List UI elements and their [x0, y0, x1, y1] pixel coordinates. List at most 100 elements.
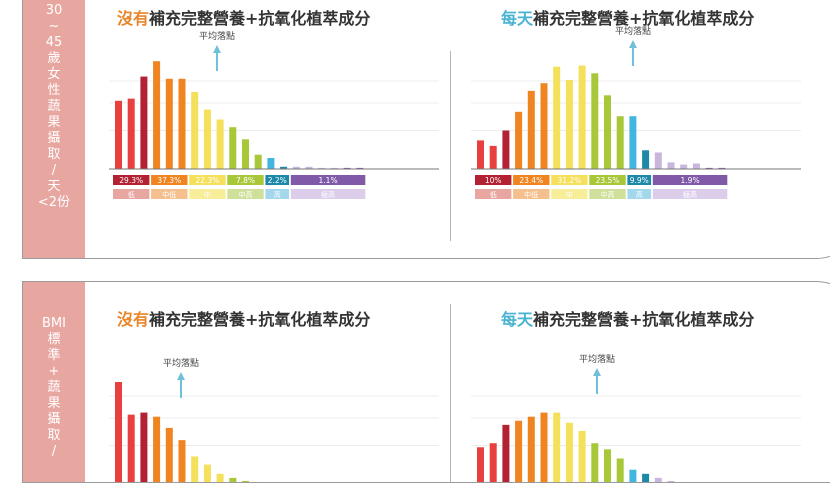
sidebar-char: 歲: [23, 51, 85, 67]
bar: [541, 413, 548, 483]
bar: [502, 131, 509, 170]
bar: [179, 79, 186, 169]
bar: [693, 164, 700, 170]
bar: [217, 120, 224, 170]
bar: [655, 478, 662, 483]
sidebar-char: 準: [23, 348, 85, 364]
bar: [191, 456, 198, 483]
group-pct: 22.3%: [195, 176, 219, 185]
sidebar-char: 女: [23, 67, 85, 83]
avg-label: 平均落點: [163, 357, 199, 369]
bar: [217, 474, 224, 483]
bar: [490, 443, 497, 483]
avg-arrow-head: [629, 40, 637, 48]
bar: [179, 440, 186, 483]
group-label: 極高: [683, 190, 697, 199]
avg-label: 平均落點: [615, 25, 651, 37]
bar: [591, 443, 598, 483]
group-label: 中低: [524, 190, 538, 199]
title-highlight: 沒有: [117, 310, 149, 329]
sidebar-char: /: [23, 444, 85, 460]
bar: [579, 431, 586, 483]
title-highlight: 每天: [501, 310, 533, 329]
bar: [204, 465, 211, 483]
group-pct: 37.3%: [157, 176, 181, 185]
sidebar-char: +: [23, 364, 85, 380]
bar: [255, 155, 262, 169]
group-label: 低: [128, 190, 135, 199]
bar: [490, 146, 497, 169]
sidebar-char: 取: [23, 147, 85, 163]
sidebar-char: 標: [23, 332, 85, 348]
group-label: 中高: [601, 190, 615, 199]
group-label: 中低: [162, 190, 176, 199]
avg-label: 平均落點: [579, 353, 615, 365]
bar: [515, 112, 522, 169]
group-pct: 10%: [485, 176, 502, 185]
group-pct: 23.5%: [596, 176, 620, 185]
avg-arrow-head: [593, 368, 601, 376]
bar: [242, 139, 249, 169]
bar: [579, 66, 586, 169]
bar: [229, 478, 236, 483]
sidebar-char: 蔬: [23, 380, 85, 396]
group-pct: 2.2%: [268, 176, 287, 185]
bar: [668, 162, 675, 169]
group-label: 低: [490, 190, 497, 199]
group-pct: 29.3%: [119, 176, 143, 185]
bar: [229, 127, 236, 169]
bar: [680, 165, 687, 169]
bar: [541, 83, 548, 169]
group-label: 高: [636, 190, 643, 199]
sidebar-char: 天: [23, 179, 85, 195]
bar: [553, 67, 560, 169]
bar: [153, 417, 160, 483]
bar: [528, 417, 535, 483]
bar: [128, 415, 135, 483]
group-pct: 1.9%: [681, 176, 700, 185]
bar: [477, 140, 484, 169]
bar: [140, 413, 147, 483]
bar: [642, 474, 649, 483]
bar: [642, 150, 649, 169]
sidebar-char: ~: [23, 19, 85, 35]
bar: [128, 99, 135, 169]
group-label: 中: [566, 190, 573, 199]
sidebar-char: 取: [23, 428, 85, 444]
bar: [617, 459, 624, 483]
sidebar-char: <2份: [23, 195, 85, 211]
bar: [267, 158, 274, 169]
bar: [629, 470, 636, 483]
bar: [153, 61, 160, 169]
panel-divider-2: [450, 304, 451, 483]
bar: [553, 413, 560, 483]
avg-label: 平均落點: [199, 30, 235, 42]
bar: [604, 449, 611, 483]
group-label: 中高: [239, 190, 253, 199]
avg-arrow-head: [213, 45, 221, 53]
bar: [115, 101, 122, 169]
bar: [166, 79, 173, 169]
panel-title: 沒有補充完整營養+抗氧化植萃成分: [117, 306, 370, 330]
group-pct: 1.1%: [319, 176, 338, 185]
sidebar-char: BMI: [23, 316, 85, 332]
sidebar-char: 性: [23, 83, 85, 99]
bar: [515, 421, 522, 483]
bar: [502, 425, 509, 483]
bar-chart-daily-supplement-2: 平均落點: [471, 332, 811, 482]
group-pct: 31.2%: [557, 176, 581, 185]
group-label: 高: [274, 190, 281, 199]
bar: [591, 73, 598, 169]
bar: [115, 382, 122, 483]
bar: [191, 92, 198, 169]
bar: [629, 116, 636, 169]
group-label: 極高: [321, 190, 335, 199]
sidebar-char: 45: [23, 35, 85, 51]
avg-arrow-head: [177, 372, 185, 380]
